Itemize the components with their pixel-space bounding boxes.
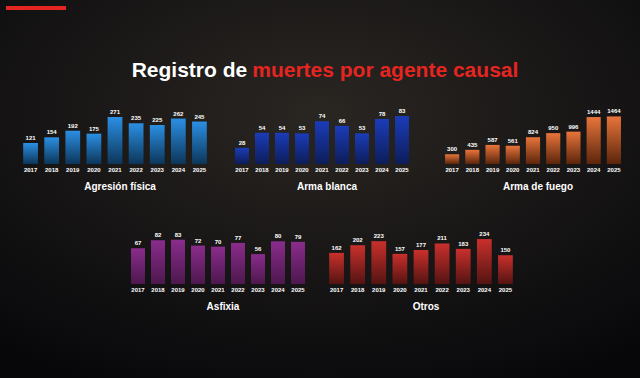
svg-text:435: 435: [467, 142, 478, 148]
svg-text:72: 72: [195, 238, 202, 244]
svg-text:74: 74: [319, 113, 326, 119]
svg-text:1464: 1464: [607, 108, 621, 114]
svg-text:183: 183: [458, 241, 469, 247]
svg-text:2019: 2019: [275, 167, 289, 173]
svg-text:192: 192: [68, 123, 79, 129]
svg-text:175: 175: [89, 126, 100, 132]
svg-text:262: 262: [173, 111, 184, 117]
svg-text:2025: 2025: [291, 287, 305, 293]
svg-text:2023: 2023: [457, 287, 471, 293]
svg-text:2021: 2021: [315, 167, 329, 173]
svg-text:300: 300: [447, 146, 458, 152]
svg-text:2023: 2023: [251, 287, 265, 293]
svg-text:2023: 2023: [567, 167, 581, 173]
svg-text:70: 70: [215, 239, 222, 245]
svg-text:154: 154: [47, 129, 58, 135]
svg-text:2021: 2021: [211, 287, 225, 293]
svg-text:Arma blanca: Arma blanca: [297, 181, 357, 192]
svg-text:2025: 2025: [395, 167, 409, 173]
svg-text:2018: 2018: [151, 287, 165, 293]
svg-text:234: 234: [479, 231, 490, 237]
svg-text:78: 78: [379, 111, 386, 117]
svg-text:2022: 2022: [547, 167, 561, 173]
svg-text:587: 587: [488, 137, 499, 143]
svg-text:53: 53: [359, 125, 366, 131]
svg-text:996: 996: [568, 124, 579, 130]
svg-text:202: 202: [353, 237, 364, 243]
svg-text:Asfixia: Asfixia: [207, 301, 240, 312]
svg-text:561: 561: [508, 138, 519, 144]
svg-text:2025: 2025: [607, 167, 621, 173]
svg-text:824: 824: [528, 129, 539, 135]
svg-text:56: 56: [255, 246, 262, 252]
svg-text:67: 67: [135, 240, 142, 246]
svg-text:2020: 2020: [506, 167, 520, 173]
svg-text:2024: 2024: [375, 167, 389, 173]
svg-text:66: 66: [339, 118, 346, 124]
svg-text:121: 121: [26, 135, 37, 141]
svg-text:211: 211: [437, 235, 447, 241]
svg-text:245: 245: [194, 114, 205, 120]
svg-text:2017: 2017: [235, 167, 249, 173]
svg-text:2017: 2017: [131, 287, 145, 293]
svg-text:Agresión física: Agresión física: [84, 181, 156, 192]
svg-text:2018: 2018: [351, 287, 365, 293]
svg-text:225: 225: [152, 117, 163, 123]
svg-text:162: 162: [332, 245, 343, 251]
svg-text:2021: 2021: [108, 167, 122, 173]
svg-text:1444: 1444: [587, 109, 601, 115]
svg-text:2017: 2017: [24, 167, 38, 173]
svg-text:2022: 2022: [435, 287, 449, 293]
svg-text:2020: 2020: [295, 167, 309, 173]
svg-text:177: 177: [416, 242, 427, 248]
svg-text:2024: 2024: [271, 287, 285, 293]
svg-text:2018: 2018: [466, 167, 480, 173]
svg-text:2023: 2023: [355, 167, 369, 173]
svg-text:2018: 2018: [45, 167, 59, 173]
svg-text:53: 53: [299, 125, 306, 131]
svg-text:2025: 2025: [499, 287, 513, 293]
svg-text:2019: 2019: [486, 167, 500, 173]
svg-text:83: 83: [399, 108, 406, 114]
svg-text:54: 54: [279, 125, 286, 131]
svg-text:2018: 2018: [255, 167, 269, 173]
svg-text:Otros: Otros: [413, 301, 440, 312]
svg-text:80: 80: [275, 233, 282, 239]
svg-text:2019: 2019: [66, 167, 80, 173]
svg-text:2021: 2021: [526, 167, 540, 173]
svg-text:2024: 2024: [587, 167, 601, 173]
svg-text:28: 28: [239, 140, 246, 146]
svg-text:Arma de fuego: Arma de fuego: [503, 181, 573, 192]
svg-text:2020: 2020: [393, 287, 407, 293]
svg-text:157: 157: [395, 246, 406, 252]
svg-text:77: 77: [235, 235, 242, 241]
svg-text:223: 223: [374, 233, 385, 239]
svg-text:2023: 2023: [151, 167, 165, 173]
svg-text:Registro de: Registro de: [132, 58, 248, 81]
svg-text:82: 82: [155, 232, 162, 238]
svg-text:2020: 2020: [191, 287, 205, 293]
svg-text:150: 150: [500, 247, 511, 253]
svg-text:2021: 2021: [414, 287, 428, 293]
svg-text:2017: 2017: [445, 167, 459, 173]
svg-text:235: 235: [131, 115, 142, 121]
svg-text:54: 54: [259, 125, 266, 131]
svg-text:2024: 2024: [478, 287, 492, 293]
svg-text:2022: 2022: [231, 287, 245, 293]
svg-text:950: 950: [548, 125, 559, 131]
svg-text:2020: 2020: [87, 167, 101, 173]
svg-text:79: 79: [295, 234, 302, 240]
svg-text:2019: 2019: [171, 287, 185, 293]
svg-text:2019: 2019: [372, 287, 386, 293]
svg-text:muertes por agente causal: muertes por agente causal: [252, 58, 518, 81]
svg-text:2017: 2017: [330, 287, 344, 293]
svg-text:2022: 2022: [335, 167, 349, 173]
svg-text:2024: 2024: [172, 167, 186, 173]
svg-text:2022: 2022: [129, 167, 143, 173]
svg-text:271: 271: [110, 109, 121, 115]
svg-text:83: 83: [175, 232, 182, 238]
svg-text:2025: 2025: [193, 167, 207, 173]
